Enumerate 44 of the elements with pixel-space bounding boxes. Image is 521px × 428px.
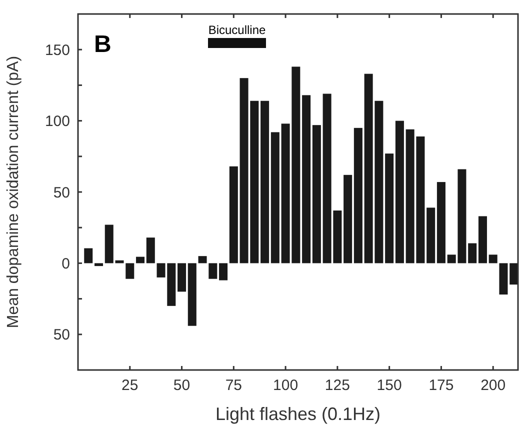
bar	[478, 216, 487, 264]
bar	[178, 263, 186, 292]
bar	[208, 263, 218, 279]
bar	[270, 132, 280, 264]
bar	[146, 238, 155, 264]
bar	[344, 174, 352, 264]
y-tick-label: 150	[44, 42, 70, 59]
bar	[354, 128, 362, 264]
bar	[188, 263, 196, 326]
bar	[136, 256, 145, 264]
bar	[84, 248, 93, 264]
x-tick-label: 100	[273, 377, 298, 394]
bar	[499, 263, 508, 295]
bar	[198, 256, 207, 264]
annotation: Bicuculline	[208, 23, 266, 37]
x-tick-label: 125	[324, 377, 350, 394]
x-tick-label: 25	[122, 377, 138, 394]
bar	[436, 182, 446, 264]
annotation: B	[94, 31, 112, 58]
y-tick-label: 100	[44, 113, 70, 130]
y-tick-label: 0	[62, 255, 70, 272]
bar	[395, 120, 404, 264]
x-axis-title: Light flashes (0.1Hz)	[215, 404, 381, 424]
x-tick-label: 150	[376, 377, 402, 394]
y-axis-title: Mean dopamine oxidation current (pA)	[5, 56, 22, 328]
bar	[219, 263, 228, 280]
bar	[426, 208, 436, 264]
y-tick-label: 50	[53, 184, 70, 202]
bar	[260, 100, 270, 264]
bar	[488, 254, 498, 264]
x-tick-label: 200	[480, 377, 506, 394]
bar	[104, 224, 114, 264]
bar	[510, 263, 518, 285]
bar	[229, 166, 238, 264]
bar	[385, 154, 394, 264]
bar	[302, 95, 311, 264]
x-tick-label: 175	[428, 377, 454, 394]
x-tick-label: 50	[173, 377, 190, 394]
x-tick-label: 75	[225, 377, 242, 394]
y-tick-label: 50	[53, 326, 70, 344]
bar	[468, 243, 477, 264]
bar	[126, 263, 134, 279]
bar	[312, 125, 321, 264]
bar	[94, 263, 104, 266]
